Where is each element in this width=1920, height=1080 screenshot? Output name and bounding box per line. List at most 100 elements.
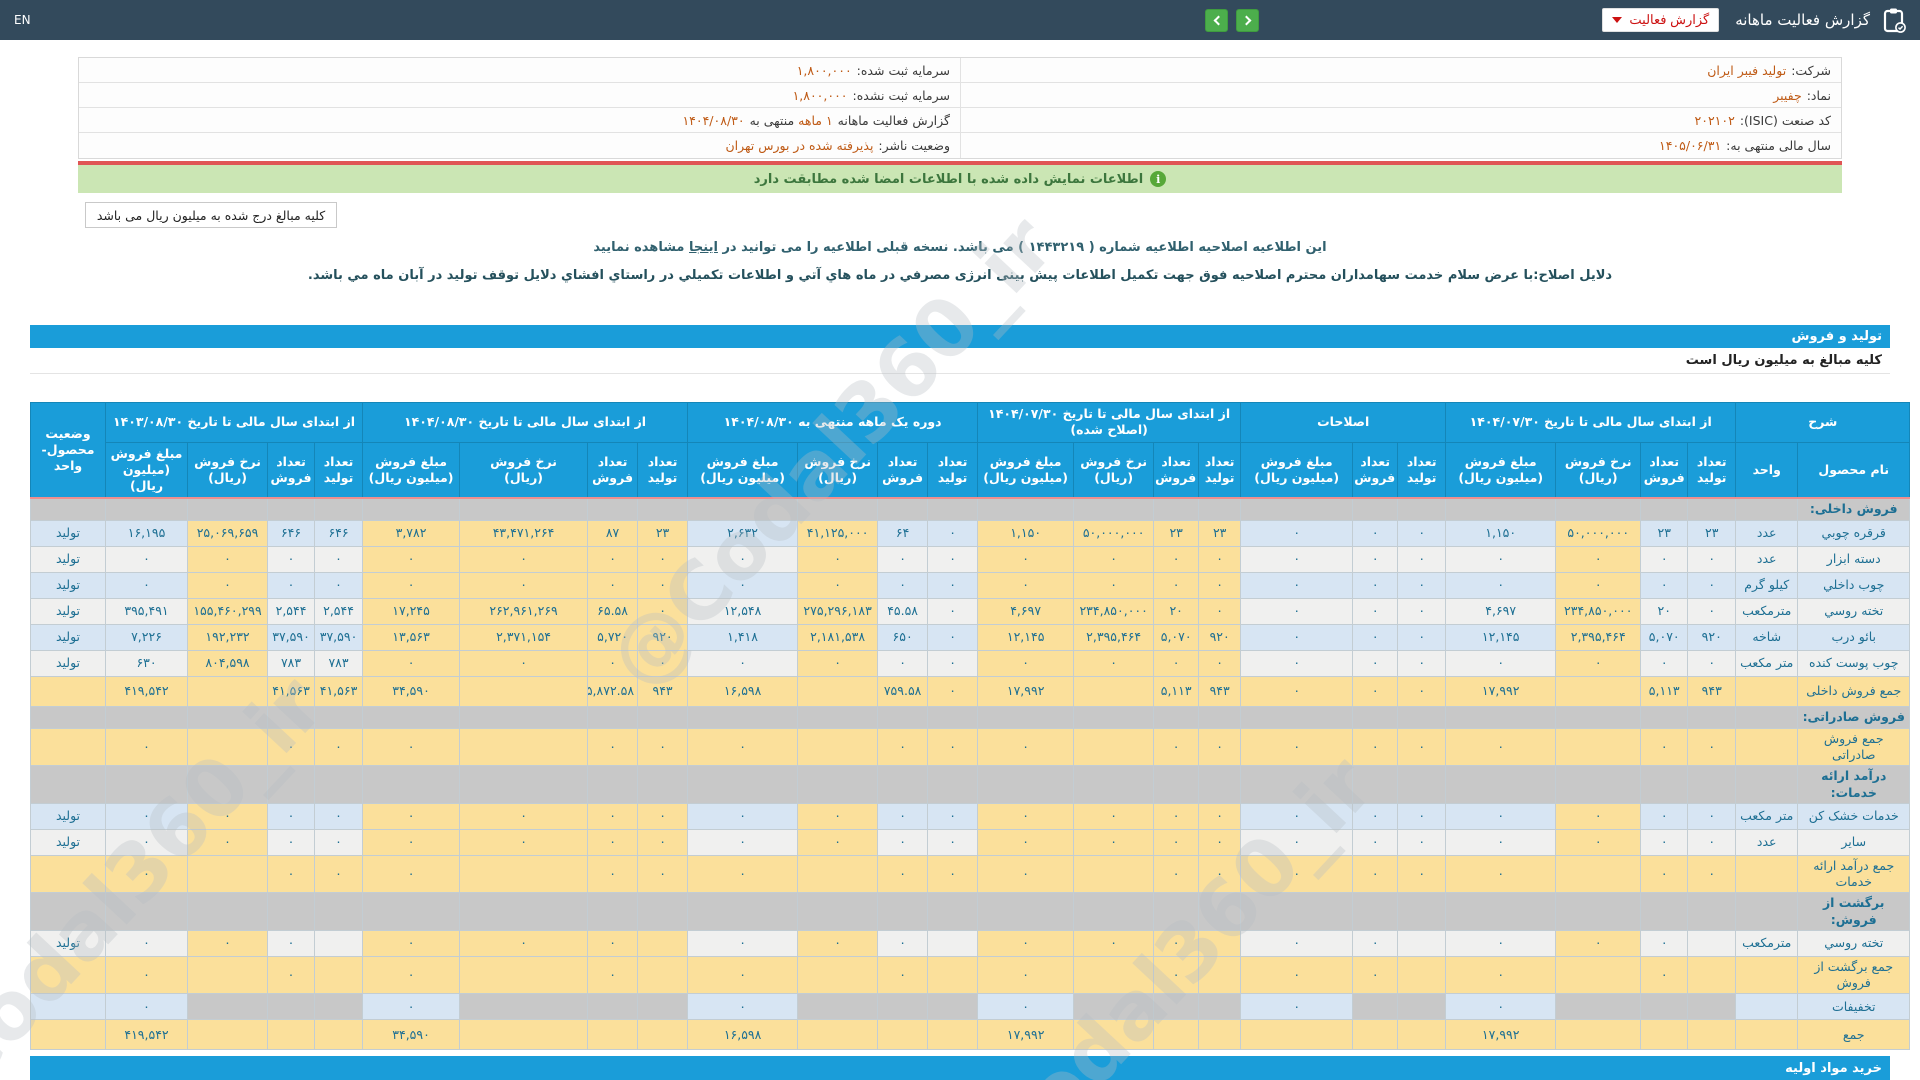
report-type-dropdown[interactable]: گزارش فعالیت xyxy=(1602,8,1720,32)
table-cell: ۶۴۶ xyxy=(267,519,316,547)
table-cell: ۰ xyxy=(977,993,1075,1021)
table-cell: ۱۷,۲۴۵ xyxy=(362,597,461,625)
table-cell: ۰ xyxy=(877,828,929,856)
table-cell xyxy=(1640,892,1689,931)
table-cell xyxy=(1445,705,1557,729)
table-cell: ۲,۵۴۴ xyxy=(314,597,364,625)
column-header-6-3: مبلغ فروش (میلیون ریال) xyxy=(104,441,189,499)
table-cell: ۰ xyxy=(1352,623,1399,651)
table-cell: جمع فروش داخلی xyxy=(1797,675,1911,707)
table-cell: ۰ xyxy=(1198,545,1242,573)
table-cell: ۰ xyxy=(104,993,189,1021)
table-cell: ۰ xyxy=(977,854,1075,894)
table-cell xyxy=(1073,705,1155,729)
language-switch-link[interactable]: EN xyxy=(14,13,31,27)
table-row-5: بائو درب شاخه ۹۲۰ ۵,۰۷۰ ۲,۳۹۵,۴۶۴ ۱۲,۱۴۵ ۰ ۰ ۰ ۹۲… xyxy=(30,623,1911,651)
table-cell xyxy=(797,497,879,521)
table-cell xyxy=(587,705,639,729)
table-cell xyxy=(797,765,879,804)
table-cell: ۰ xyxy=(1240,649,1354,677)
table-cell xyxy=(1687,765,1737,804)
table-cell: ۰ xyxy=(927,802,979,830)
table-cell xyxy=(459,765,589,804)
table-cell xyxy=(362,497,461,521)
column-header-4-3: مبلغ فروش (میلیون ریال) xyxy=(687,441,799,499)
table-cell xyxy=(1555,993,1642,1021)
top-bar: EN گزارش فعالیت گزارش فعالیت ماهانه xyxy=(0,0,1920,40)
table-cell xyxy=(1555,727,1642,767)
table-cell: ۹۲۰ xyxy=(637,623,689,651)
table-cell: ۰ xyxy=(104,571,189,599)
table-cell: ۰ xyxy=(877,854,929,894)
table-cell xyxy=(1735,727,1799,767)
table-cell xyxy=(687,765,799,804)
table-cell: تولید xyxy=(30,623,106,651)
table-cell: ۰ xyxy=(1073,545,1155,573)
production-sales-table-wrap: شرح از ابتدای سال مالی تا تاریخ ۱۴۰۴/۰۷/۳… xyxy=(0,199,1911,1080)
table-cell: ۰ xyxy=(362,929,461,957)
table-cell xyxy=(1555,705,1642,729)
table-cell xyxy=(797,955,879,995)
table-cell: ۰ xyxy=(1445,649,1557,677)
table-cell: ۰ xyxy=(1445,727,1557,767)
table-cell: ۰ xyxy=(1153,828,1200,856)
column-header-2-0: تعداد تولید xyxy=(1397,441,1447,499)
table-cell: ۰ xyxy=(1153,854,1200,894)
table-cell xyxy=(1352,497,1399,521)
table-cell xyxy=(1073,892,1155,931)
table-cell: تولید xyxy=(30,649,106,677)
column-header-6-2: نرخ فروش (ریال) xyxy=(187,441,269,499)
table-cell xyxy=(1445,765,1557,804)
table-cell: ۱۷,۹۹۲ xyxy=(1445,1019,1557,1051)
column-header-1-3: مبلغ فروش (میلیون ریال) xyxy=(1445,441,1557,499)
table-cell: ۹۴۳ xyxy=(637,675,689,707)
table-cell xyxy=(1198,929,1242,957)
table-cell: ۰ xyxy=(1445,955,1557,995)
next-report-button[interactable] xyxy=(1236,8,1260,32)
table-cell: ۹۲۰ xyxy=(1687,623,1737,651)
table-row-16: جمع برگشت از فروش ۰ ۰ ۰ ۰ ۰ ۰ ۰ ۰ ۰ ۰ ۰ ۰ xyxy=(30,955,1911,995)
table-cell: ۰ xyxy=(1555,571,1642,599)
table-cell: ۰ xyxy=(1153,649,1200,677)
table-cell: ۶۵۰ xyxy=(877,623,929,651)
table-cell: ۰ xyxy=(637,649,689,677)
table-cell xyxy=(687,705,799,729)
table-cell: ۰ xyxy=(314,545,364,573)
table-cell: ۰ xyxy=(587,649,639,677)
column-group-header-4: دوره یک ماهه منتهی به ۱۴۰۴/۰۸/۳۰ xyxy=(687,402,979,443)
table-cell: ۰ xyxy=(1687,649,1737,677)
table-cell: ۰ xyxy=(1640,545,1689,573)
table-cell: ۰ xyxy=(187,828,269,856)
table-cell: ۰ xyxy=(1555,802,1642,830)
table-cell xyxy=(1198,765,1242,804)
table-cell xyxy=(314,955,364,995)
table-cell: ۰ xyxy=(1352,545,1399,573)
table-cell xyxy=(314,929,364,957)
table-cell: ۰ xyxy=(1153,545,1200,573)
table-cell: ۰ xyxy=(927,623,979,651)
table-cell xyxy=(1397,993,1447,1021)
table-cell xyxy=(877,892,929,931)
table-cell xyxy=(1687,497,1737,521)
million-rial-box: کلیه مبالغ درج شده به میلیون ریال می باش… xyxy=(85,202,337,228)
table-cell xyxy=(30,993,106,1021)
table-cell: ۰ xyxy=(1397,545,1447,573)
table-cell: ۴,۶۹۷ xyxy=(977,597,1075,625)
previous-report-button[interactable] xyxy=(1205,8,1229,32)
table-cell: ۴۳,۴۷۱,۲۶۴ xyxy=(459,519,589,547)
table-cell xyxy=(1555,497,1642,521)
column-header-3-2: نرخ فروش (ریال) xyxy=(1073,441,1155,499)
table-cell: دسته ابزار xyxy=(1797,545,1911,573)
table-cell: ۰ xyxy=(1397,854,1447,894)
table-cell xyxy=(977,497,1075,521)
table-cell: ۰ xyxy=(314,854,364,894)
table-cell: ۰ xyxy=(1640,929,1689,957)
table-cell xyxy=(1687,955,1737,995)
previous-version-link[interactable]: اینجا xyxy=(689,240,718,255)
table-cell: ۰ xyxy=(1640,649,1689,677)
table-cell xyxy=(1397,929,1447,957)
table-cell xyxy=(1240,765,1354,804)
table-cell: ۷۸۳ xyxy=(267,649,316,677)
table-cell: ۱,۱۵۰ xyxy=(1445,519,1557,547)
table-cell: ۰ xyxy=(267,828,316,856)
